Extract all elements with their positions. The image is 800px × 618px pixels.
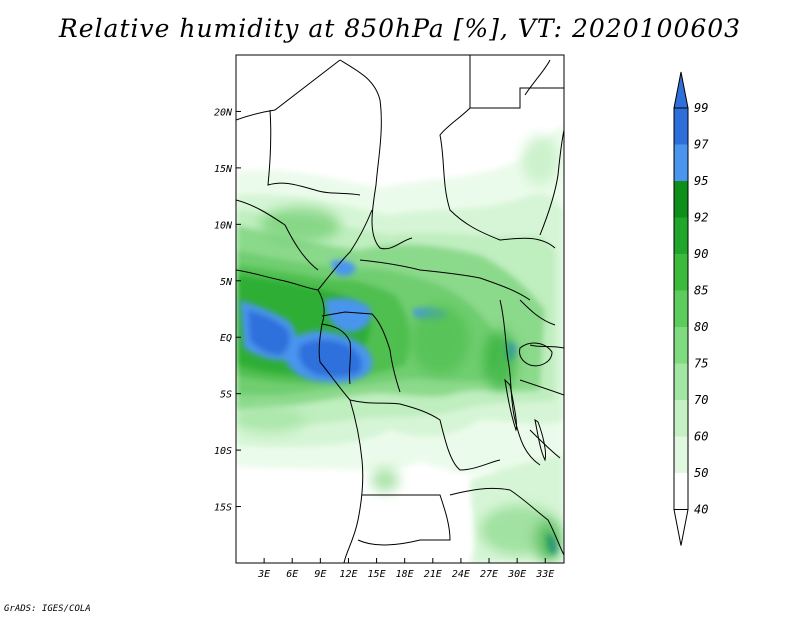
- colorbar-swatch: [674, 181, 688, 218]
- rh-97-region-west: [248, 310, 290, 355]
- colorbar-swatch: [674, 473, 688, 510]
- colorbar-swatch: [674, 217, 688, 254]
- colorbar-swatch: [674, 108, 688, 145]
- rh-blob-drc: [410, 305, 470, 375]
- lat-tick-label: 10N: [214, 220, 233, 231]
- lon-tick-label: 15E: [368, 569, 386, 580]
- lat-tick-label: 15S: [214, 503, 232, 514]
- lat-tick-label: 10S: [214, 446, 232, 457]
- colorbar-swatch: [674, 144, 688, 181]
- colorbar-level-label: 60: [694, 430, 708, 444]
- rh-95-region-gabon: [325, 298, 372, 332]
- colorbar-level-label: 70: [694, 393, 708, 407]
- border-cameroon: [317, 209, 373, 291]
- lat-tick-label: 5S: [220, 390, 232, 401]
- border-nigeria: [236, 199, 319, 271]
- rh-97-region-congo: [298, 339, 362, 377]
- rh-blob-ethiopia: [522, 135, 558, 185]
- lon-tick-label: 12E: [339, 569, 357, 580]
- colorbar-swatch: [674, 290, 688, 327]
- map-frame: [235, 54, 565, 564]
- lon-tick-label: 3E: [257, 569, 270, 580]
- border-west-africa-coast: [236, 269, 364, 563]
- border-egypt-sudan: [469, 55, 564, 109]
- latitude-axis: 20N 15N 10N 5N EQ 5S 10S 15S: [214, 107, 241, 514]
- colorbar: 99 97 95 92 90 85 80 75 70 60 50 40: [673, 71, 709, 546]
- border-chad-sudan: [339, 59, 413, 250]
- border-sudan-east: [439, 107, 556, 249]
- rh-blob-coast: [534, 518, 562, 562]
- border-congo: [321, 311, 401, 393]
- border-angola-south: [357, 494, 451, 546]
- chart-title: Relative humidity at 850hPa [%], VT: 202…: [58, 14, 742, 43]
- colorbar-level-label: 99: [694, 101, 708, 115]
- lon-tick-label: 27E: [480, 569, 498, 580]
- lake-tanganyika-outline: [504, 378, 517, 432]
- colorbar-swatch: [674, 327, 688, 364]
- colorbar-level-label: 95: [694, 174, 708, 188]
- border-tanzania: [519, 379, 564, 459]
- colorbar-swatch: [674, 436, 688, 473]
- lon-tick-label: 9E: [314, 569, 326, 580]
- longitude-axis: 3E 6E 9E 12E 15E 18E 21E 24E 27E 30E 33E: [257, 558, 554, 580]
- border-car-drc: [359, 259, 531, 301]
- rh-blob-cameroon: [260, 207, 340, 243]
- humidity-field-detail: [236, 135, 562, 562]
- colorbar-frame: [673, 107, 689, 510]
- country-borders: [236, 55, 564, 563]
- lon-tick-label: 18E: [396, 569, 414, 580]
- rh-blob-lakes: [484, 330, 516, 390]
- lat-tick-label: 5N: [220, 277, 233, 288]
- colorbar-bottom-arrow: [673, 509, 689, 546]
- grads-credit: GrADS: IGES/COLA: [4, 604, 91, 614]
- border-gabon: [321, 323, 352, 385]
- colorbar-swatch: [674, 254, 688, 291]
- lon-tick-label: 6E: [286, 569, 298, 580]
- rh-blob-angola: [371, 468, 399, 492]
- colorbar-level-label: 50: [694, 466, 708, 480]
- lat-tick-label: 20N: [214, 107, 233, 118]
- colorbar-level-label: 40: [694, 503, 708, 517]
- lon-tick-label: 30E: [507, 569, 526, 580]
- lat-tick-label: 15N: [214, 164, 233, 175]
- red-sea-coast: [524, 59, 551, 96]
- border-ethiopia: [539, 129, 564, 236]
- lon-tick-label: 24E: [452, 569, 470, 580]
- colorbar-level-label: 97: [694, 138, 709, 152]
- lake-malawi-outline: [534, 418, 546, 462]
- rh-95-region-north: [330, 260, 356, 276]
- border-zambia: [449, 487, 564, 556]
- lake-victoria-outline: [519, 342, 553, 367]
- colorbar-level-label: 85: [694, 284, 708, 298]
- border-drc-angola: [349, 399, 501, 471]
- colorbar-swatch: [674, 363, 688, 400]
- rh-blob-atlantic: [236, 406, 305, 434]
- colorbar-swatch: [674, 400, 688, 437]
- colorbar-level-label: 80: [694, 320, 708, 334]
- lon-tick-label: 21E: [424, 569, 442, 580]
- lon-tick-label: 33E: [535, 569, 554, 580]
- lat-tick-label: EQ: [220, 333, 232, 344]
- colorbar-level-label: 75: [694, 357, 708, 371]
- colorbar-top-arrow: [673, 71, 689, 109]
- colorbar-level-label: 90: [694, 247, 708, 261]
- border-niger-chad: [267, 109, 361, 196]
- colorbar-level-label: 92: [694, 211, 708, 225]
